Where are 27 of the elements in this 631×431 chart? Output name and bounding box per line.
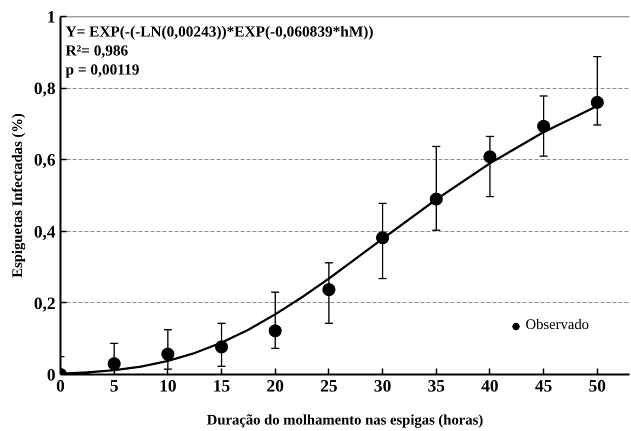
point <box>590 96 604 109</box>
x-tick-label: 35 <box>428 376 446 396</box>
y-axis-title: Espiguetas Infectadas (%) <box>10 113 26 278</box>
point <box>108 357 121 370</box>
x-tick-label: 25 <box>320 376 338 396</box>
point <box>483 150 496 164</box>
y-tick-label: 0,2 <box>34 294 56 313</box>
x-tick-label: 40 <box>481 376 499 396</box>
x-tick-label: 5 <box>110 376 119 396</box>
x-tick-label: 30 <box>374 376 392 396</box>
point <box>322 283 336 296</box>
annotation: Y= EXP(-(-LN(0,00243))*EXP(-0,060839*hM)) <box>66 24 374 40</box>
y-tick-label: 1 <box>46 8 56 26</box>
x-tick-label: 45 <box>534 376 553 396</box>
x-tick-label: 10 <box>159 376 177 396</box>
y-tick-label: 0,4 <box>34 222 56 242</box>
annotation: p = 0,00119 <box>66 62 140 78</box>
legend-label: Observado <box>526 317 589 334</box>
point <box>268 324 282 338</box>
point <box>161 348 174 361</box>
x-tick-label: 15 <box>212 376 231 396</box>
x-axis-title: Duração do molhamento nas espigas (horas) <box>206 412 484 428</box>
y-tick-label: 0,8 <box>34 79 56 98</box>
y-tick-label: 0,6 <box>34 150 56 170</box>
annotation: R²= 0,986 <box>66 42 129 60</box>
x-tick-label: 50 <box>588 376 606 396</box>
x-tick-label: 20 <box>266 376 284 396</box>
